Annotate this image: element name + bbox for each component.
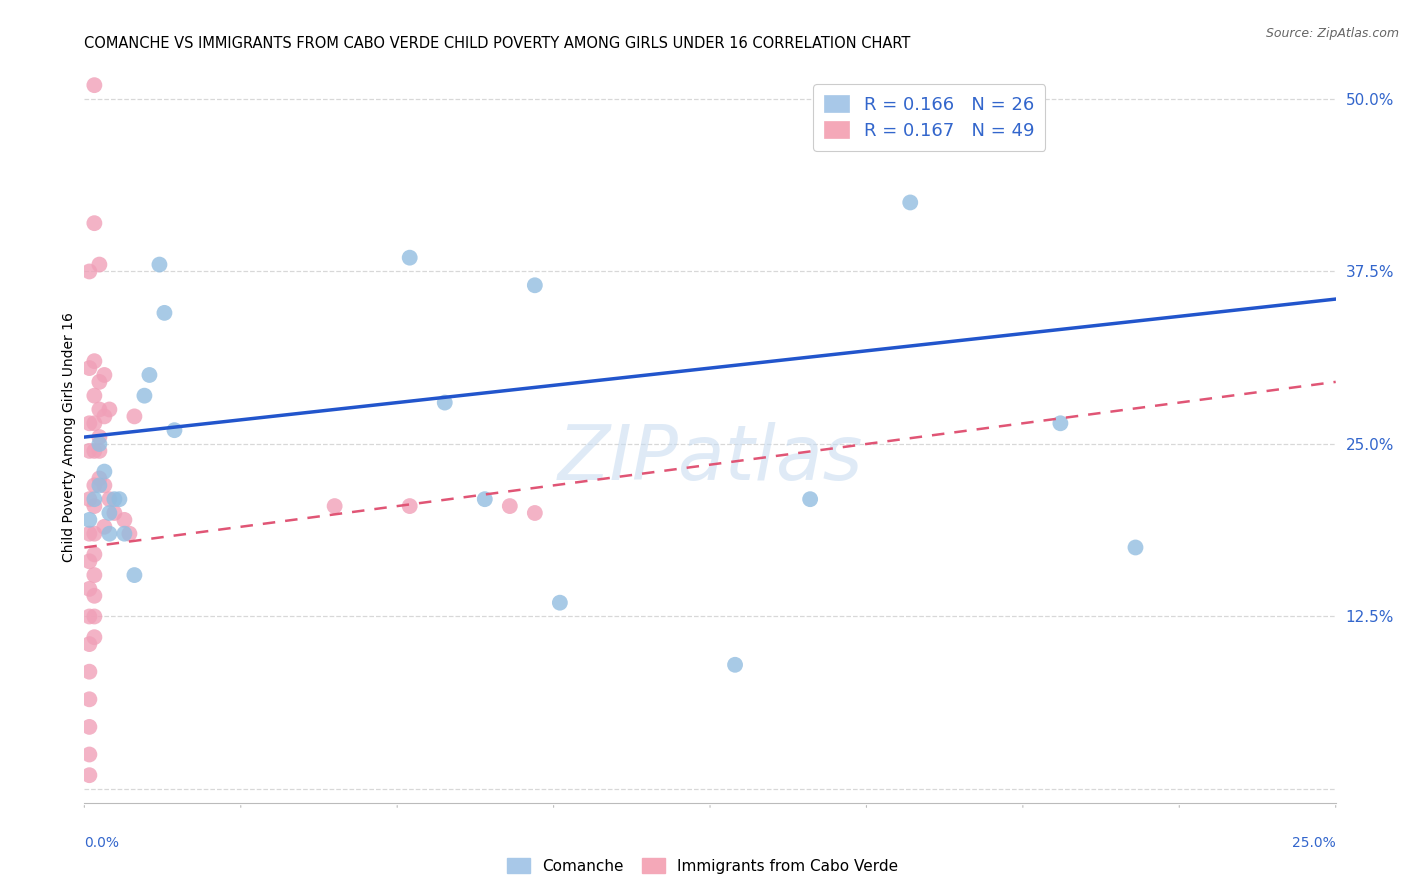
Point xyxy=(79,747,101,762)
Point xyxy=(523,506,546,520)
Point xyxy=(89,443,111,458)
Point xyxy=(134,389,156,403)
Point xyxy=(89,471,111,485)
Point xyxy=(398,499,420,513)
Point xyxy=(433,395,456,409)
Point xyxy=(79,637,101,651)
Point xyxy=(124,409,146,424)
Point xyxy=(79,692,101,706)
Point xyxy=(79,582,101,596)
Point xyxy=(79,264,101,278)
Point xyxy=(138,368,160,382)
Point xyxy=(724,657,747,672)
Point xyxy=(93,368,115,382)
Point xyxy=(89,478,111,492)
Point xyxy=(523,278,546,293)
Point xyxy=(83,630,105,644)
Point xyxy=(79,768,101,782)
Point xyxy=(79,609,101,624)
Point xyxy=(79,417,101,431)
Point xyxy=(148,258,170,272)
Point xyxy=(112,526,135,541)
Point xyxy=(93,409,115,424)
Text: COMANCHE VS IMMIGRANTS FROM CABO VERDE CHILD POVERTY AMONG GIRLS UNDER 16 CORREL: COMANCHE VS IMMIGRANTS FROM CABO VERDE C… xyxy=(84,36,911,51)
Point xyxy=(79,492,101,507)
Point xyxy=(98,492,121,507)
Point xyxy=(98,506,121,520)
Text: 25.0%: 25.0% xyxy=(1292,836,1336,850)
Point xyxy=(98,526,121,541)
Point xyxy=(79,720,101,734)
Point xyxy=(83,389,105,403)
Point xyxy=(112,513,135,527)
Point xyxy=(83,568,105,582)
Point xyxy=(108,492,131,507)
Point xyxy=(79,526,101,541)
Legend: Comanche, Immigrants from Cabo Verde: Comanche, Immigrants from Cabo Verde xyxy=(502,852,904,880)
Point xyxy=(398,251,420,265)
Point xyxy=(93,465,115,479)
Point xyxy=(898,195,921,210)
Point xyxy=(79,513,101,527)
Point xyxy=(98,402,121,417)
Point xyxy=(124,568,146,582)
Point xyxy=(83,526,105,541)
Point xyxy=(118,526,141,541)
Point xyxy=(93,520,115,534)
Point xyxy=(83,443,105,458)
Point xyxy=(83,499,105,513)
Point xyxy=(93,478,115,492)
Point xyxy=(103,506,125,520)
Point xyxy=(548,596,571,610)
Point xyxy=(103,492,125,507)
Point xyxy=(83,216,105,230)
Point xyxy=(83,78,105,92)
Point xyxy=(474,492,496,507)
Point xyxy=(163,423,186,437)
Point xyxy=(89,430,111,444)
Point xyxy=(153,306,176,320)
Point xyxy=(89,402,111,417)
Point xyxy=(83,478,105,492)
Point xyxy=(89,437,111,451)
Point xyxy=(499,499,522,513)
Point xyxy=(79,554,101,568)
Point xyxy=(83,354,105,368)
Point xyxy=(83,492,105,507)
Text: Source: ZipAtlas.com: Source: ZipAtlas.com xyxy=(1265,27,1399,40)
Point xyxy=(1049,417,1071,431)
Point xyxy=(83,589,105,603)
Text: 0.0%: 0.0% xyxy=(84,836,120,850)
Point xyxy=(83,417,105,431)
Point xyxy=(79,361,101,376)
Point xyxy=(79,443,101,458)
Point xyxy=(83,548,105,562)
Point xyxy=(799,492,821,507)
Point xyxy=(89,375,111,389)
Text: ZIPatlas: ZIPatlas xyxy=(557,422,863,496)
Point xyxy=(323,499,346,513)
Point xyxy=(83,609,105,624)
Legend: R = 0.166   N = 26, R = 0.167   N = 49: R = 0.166 N = 26, R = 0.167 N = 49 xyxy=(813,84,1045,151)
Point xyxy=(1125,541,1147,555)
Point xyxy=(79,665,101,679)
Point xyxy=(89,258,111,272)
Y-axis label: Child Poverty Among Girls Under 16: Child Poverty Among Girls Under 16 xyxy=(62,312,76,562)
